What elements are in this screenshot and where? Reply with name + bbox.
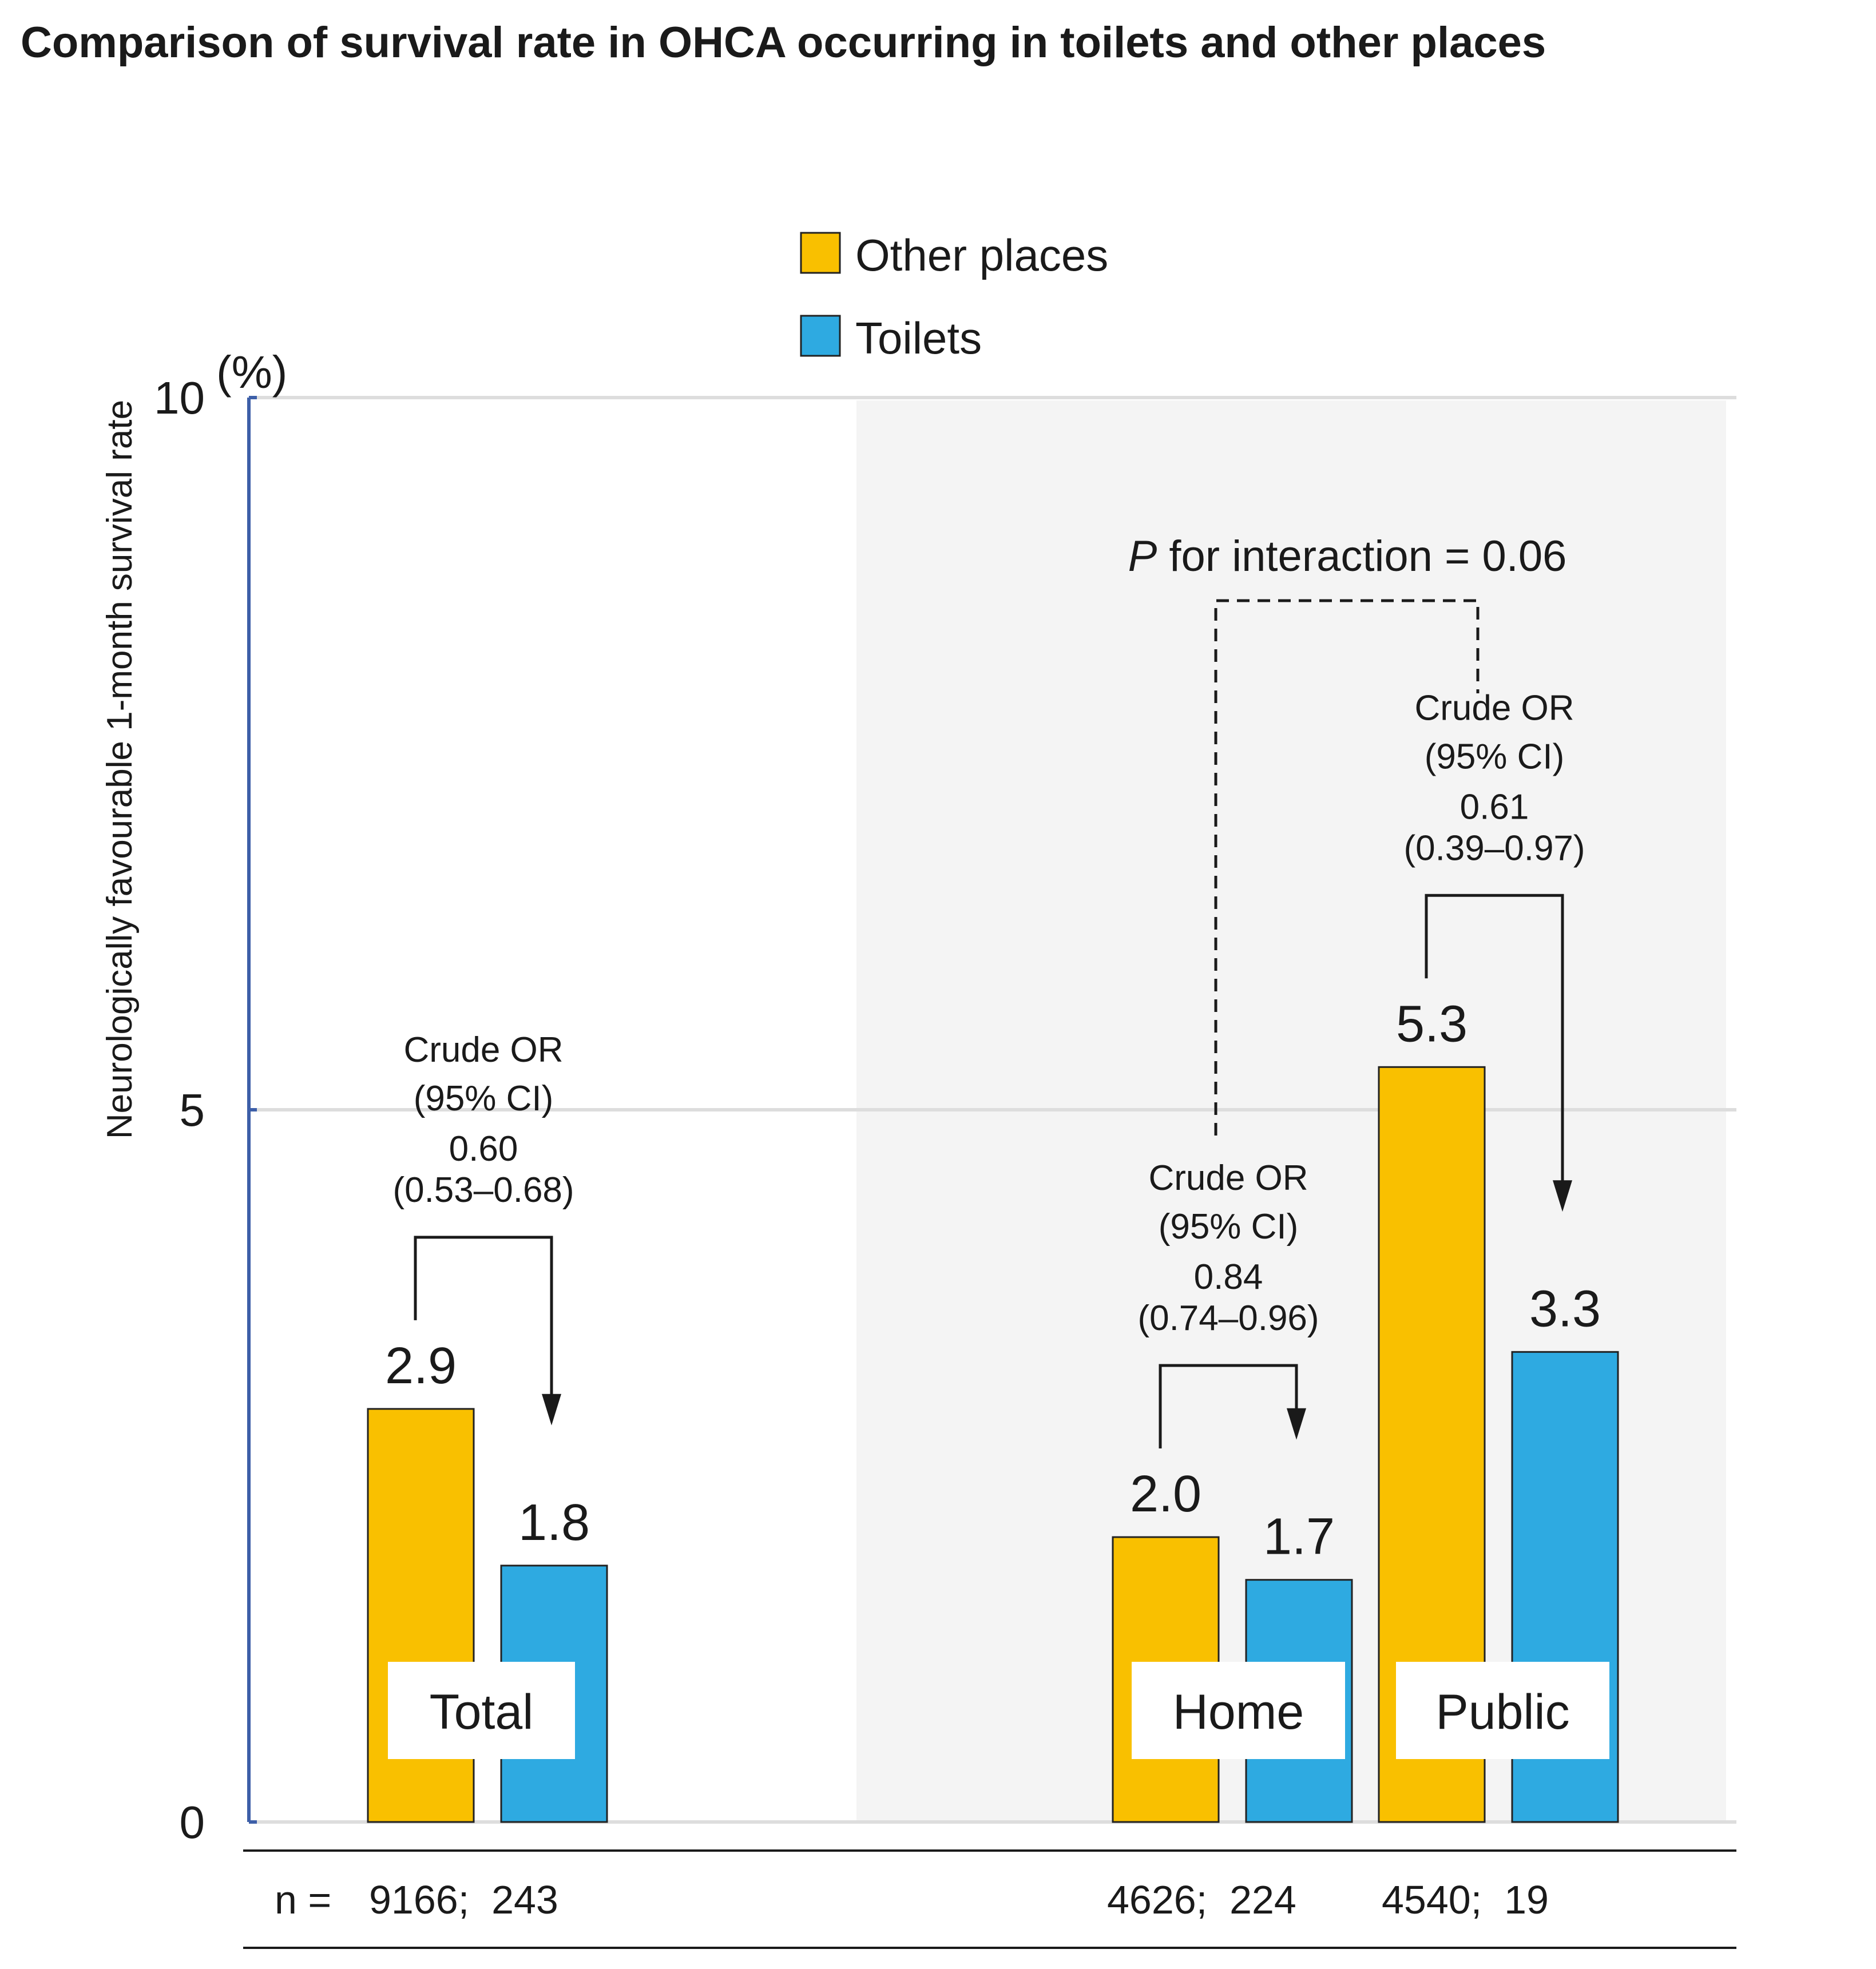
value-label-total-toilets: 1.8: [518, 1494, 590, 1551]
n-count-public: 4540; 19: [1382, 1877, 1549, 1922]
crude-or-ci-range: (0.74–0.96): [1137, 1299, 1319, 1338]
category-label-box: [1396, 1662, 1609, 1759]
y-tick-label-0: 0: [180, 1797, 205, 1848]
legend-swatch-toilets: [800, 315, 841, 357]
y-tick-label-5: 5: [180, 1085, 205, 1136]
value-label-public-other-places: 5.3: [1396, 995, 1468, 1053]
n-count-home: 4626; 224: [1107, 1877, 1296, 1922]
value-label-public-toilets: 3.3: [1529, 1280, 1601, 1337]
crude-or-title: Crude OR: [403, 1030, 563, 1070]
or-arrow-head: [1287, 1408, 1306, 1440]
crude-or-value: 0.84: [1194, 1257, 1263, 1297]
crude-or-title: Crude OR: [1148, 1158, 1308, 1198]
legend: Other places Toilets: [800, 230, 1108, 363]
bar-total-other-places: [367, 1408, 475, 1823]
or-bracket: [414, 1236, 553, 1397]
category-label-box: [1132, 1662, 1345, 1759]
chart-title: Comparison of survival rate in OHCA occu…: [21, 18, 1546, 67]
or-arrow-head: [1553, 1180, 1572, 1212]
crude-or-title: Crude OR: [1414, 688, 1574, 728]
y-axis: 0 5 10: [154, 372, 257, 1848]
category-label-text: Total: [430, 1685, 534, 1740]
crude-or-annotations: Crude OR (95% CI) 0.60(0.53–0.68) Crude OR (…: [392, 688, 1585, 1448]
or-bracket: [1159, 1364, 1298, 1448]
category-label-public: Public: [1396, 1662, 1609, 1759]
category-label-total: Total: [388, 1662, 575, 1759]
interaction-p-text: for interaction = 0.06: [1157, 532, 1566, 581]
interaction-annotation: P for interaction = 0.06: [1128, 532, 1567, 1136]
y-axis-label: Neurologically favourable 1-month surviv…: [100, 400, 140, 1139]
crude-or-home: Crude OR (95% CI) 0.84(0.74–0.96): [1137, 1158, 1319, 1448]
n-count-row: n = 9166; 243 4626; 224 4540; 19: [243, 1849, 1736, 1949]
crude-or-ci-label: (95% CI): [1159, 1207, 1299, 1246]
legend-label-other-places: Other places: [855, 230, 1108, 280]
crude-or-ci-range: (0.39–0.97): [1403, 828, 1585, 868]
value-label-home-toilets: 1.7: [1263, 1508, 1335, 1566]
bar-value-labels: 2.9 2.0 5.3 1.8 1.7 3.3: [385, 995, 1601, 1565]
legend-swatch-other-places: [800, 232, 841, 274]
or-bracket: [1425, 894, 1564, 1184]
n-count-total: 9166; 243: [369, 1877, 558, 1922]
crude-or-ci-range: (0.53–0.68): [392, 1170, 574, 1210]
y-axis-unit: (%): [216, 347, 287, 398]
value-label-total-other-places: 2.9: [385, 1337, 457, 1395]
category-labels: Total Home Public: [388, 1662, 1609, 1759]
category-label-text: Home: [1173, 1685, 1304, 1740]
crude-or-value: 0.60: [449, 1129, 518, 1169]
category-label-text: Public: [1435, 1685, 1569, 1740]
crude-or-value: 0.61: [1460, 787, 1529, 827]
n-prefix: n =: [275, 1877, 331, 1922]
y-tick-label-10: 10: [154, 372, 205, 423]
crude-or-total: Crude OR (95% CI) 0.60(0.53–0.68): [392, 1030, 574, 1426]
or-arrow-head: [542, 1394, 561, 1426]
interaction-dashed-bracket: [1214, 599, 1480, 1136]
crude-or-public: Crude OR (95% CI) 0.61(0.39–0.97): [1403, 688, 1585, 1212]
value-label-home-other-places: 2.0: [1130, 1466, 1201, 1523]
interaction-label: P for interaction = 0.06: [1128, 532, 1567, 581]
legend-label-toilets: Toilets: [855, 313, 982, 363]
crude-or-ci-label: (95% CI): [414, 1079, 554, 1118]
category-label-home: Home: [1132, 1662, 1345, 1759]
gridlines: [249, 396, 1736, 1824]
interaction-p-symbol: P: [1128, 532, 1157, 581]
category-label-box: [388, 1662, 575, 1759]
crude-or-ci-label: (95% CI): [1425, 737, 1565, 776]
